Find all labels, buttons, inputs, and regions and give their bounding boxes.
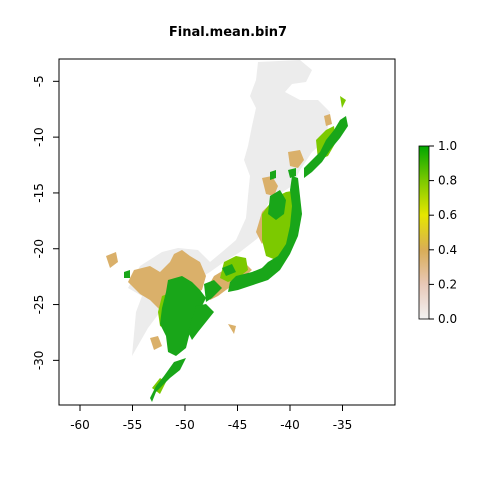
colorbar-tick-label: 1.0	[438, 139, 457, 153]
y-tick-label: -20	[32, 239, 46, 259]
x-tick-label: -35	[333, 418, 353, 432]
colorbar-tick-label: 0.2	[438, 277, 457, 291]
x-tick-label: -55	[123, 418, 143, 432]
x-axis: -60 -55 -50 -45 -40 -35	[70, 405, 352, 432]
colorbar-tick-label: 0.0	[438, 312, 457, 326]
plot-frame	[58, 58, 396, 406]
colorbar-tick-label: 0.6	[438, 208, 457, 222]
x-tick-label: -60	[70, 418, 90, 432]
darkgreen-layer	[124, 116, 348, 402]
x-tick-label: -45	[228, 418, 248, 432]
y-tick-label: -15	[32, 183, 46, 203]
y-tick-label: -5	[32, 75, 46, 87]
colorbar	[418, 145, 430, 320]
colorbar-tick-label: 0.4	[438, 243, 457, 257]
x-tick-label: -50	[175, 418, 195, 432]
x-tick-label: -40	[280, 418, 300, 432]
y-axis: -5 -10 -15 -20 -25 -30	[32, 75, 59, 370]
map-raster	[106, 60, 348, 402]
colorbar-ticks: 0.0 0.2 0.4 0.6 0.8 1.0	[429, 139, 457, 326]
y-tick-label: -25	[32, 295, 46, 315]
y-tick-label: -30	[32, 351, 46, 371]
plot-title: Final.mean.bin7	[169, 25, 287, 40]
colorbar-tick-label: 0.8	[438, 174, 457, 188]
colorbar-legend: 0.0 0.2 0.4 0.6 0.8 1.0	[418, 139, 457, 326]
y-tick-label: -10	[32, 127, 46, 147]
